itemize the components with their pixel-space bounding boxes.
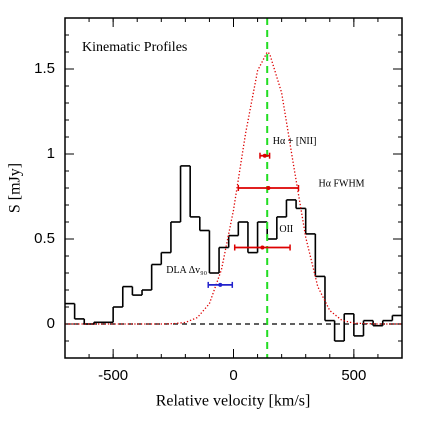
x-tick-label: 500: [341, 367, 366, 384]
y-axis-label: S [mJy]: [7, 163, 24, 213]
error-center: [218, 282, 223, 287]
error-center: [262, 153, 267, 158]
y-tick-label: 0: [47, 315, 55, 332]
annotation: Hα + [NII]: [273, 136, 317, 147]
x-axis-label: Relative velocity [km/s]: [156, 393, 311, 410]
x-tick-label: -500: [98, 367, 128, 384]
y-tick-label: 1.5: [34, 60, 55, 77]
annotation: OII: [279, 224, 293, 235]
error-center: [260, 245, 265, 250]
error-center: [266, 186, 271, 190]
chart-title: Kinematic Profiles: [82, 40, 187, 55]
annotation: Hα FWHM: [318, 178, 364, 189]
y-tick-label: 1: [47, 145, 55, 162]
x-tick-label: 0: [229, 367, 237, 384]
y-tick-label: 0.5: [34, 230, 55, 247]
plot-frame: [64, 17, 403, 359]
annotation: DLA Δv₉₀: [166, 265, 207, 276]
